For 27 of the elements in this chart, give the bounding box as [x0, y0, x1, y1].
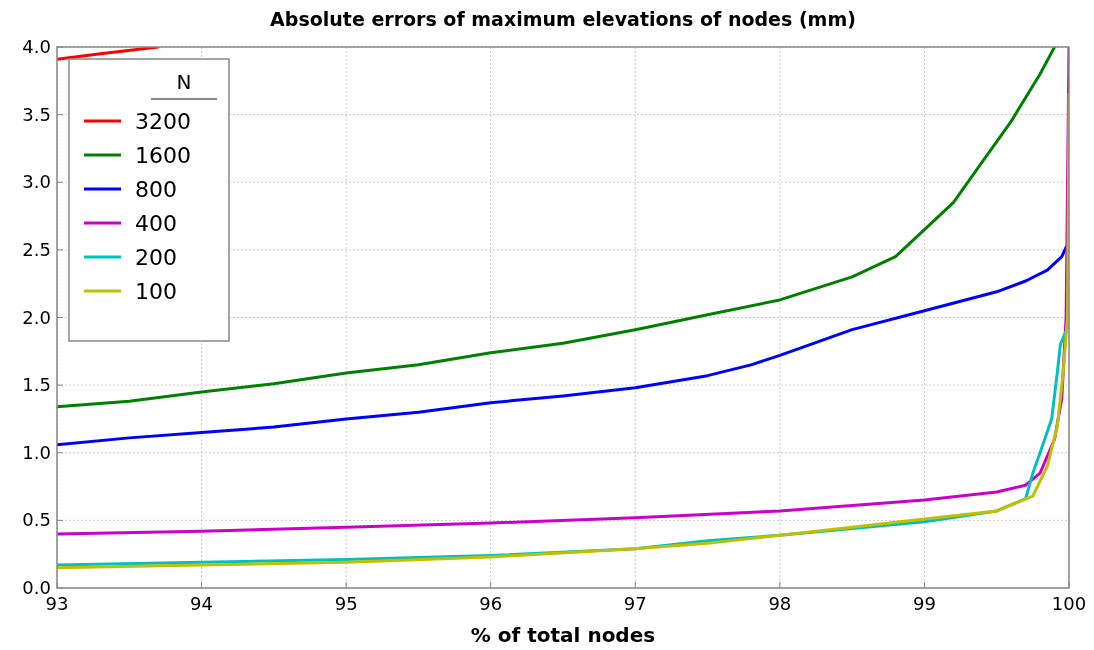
- line-series: [57, 245, 1068, 447]
- legend-label: 400: [135, 211, 177, 236]
- x-tick-label: 96: [479, 593, 503, 614]
- legend-label: 3200: [135, 109, 191, 134]
- chart-title: Absolute errors of maximum elevations of nodes (mm): [270, 8, 856, 30]
- y-tick-label: 4.0: [22, 36, 51, 57]
- y-tick-label: 2.0: [22, 306, 51, 328]
- legend-label: 100: [135, 279, 177, 304]
- legend-title: N: [176, 70, 192, 94]
- x-tick-label: 97: [623, 593, 647, 614]
- y-tick-label: 2.5: [22, 238, 51, 260]
- legend-label: 800: [135, 177, 177, 202]
- y-tick-label: 1.5: [22, 374, 51, 396]
- x-tick-label: 100: [1051, 593, 1087, 614]
- y-tick-label: 3.5: [22, 103, 51, 125]
- y-tick-label: 3.0: [22, 171, 51, 193]
- legend-label: 200: [135, 245, 177, 270]
- x-tick-label: 99: [912, 593, 936, 614]
- x-tick-label: 94: [190, 593, 214, 614]
- line-series: [57, 92, 1069, 570]
- y-tick-label: 0.5: [22, 509, 51, 531]
- y-tick-label: 1.0: [22, 441, 51, 463]
- x-axis-title: % of total nodes: [470, 623, 656, 647]
- legend-label: 1600: [135, 143, 191, 168]
- x-tick-label: 95: [334, 593, 358, 614]
- line-series: [57, 47, 1057, 409]
- x-tick-label: 98: [768, 593, 792, 614]
